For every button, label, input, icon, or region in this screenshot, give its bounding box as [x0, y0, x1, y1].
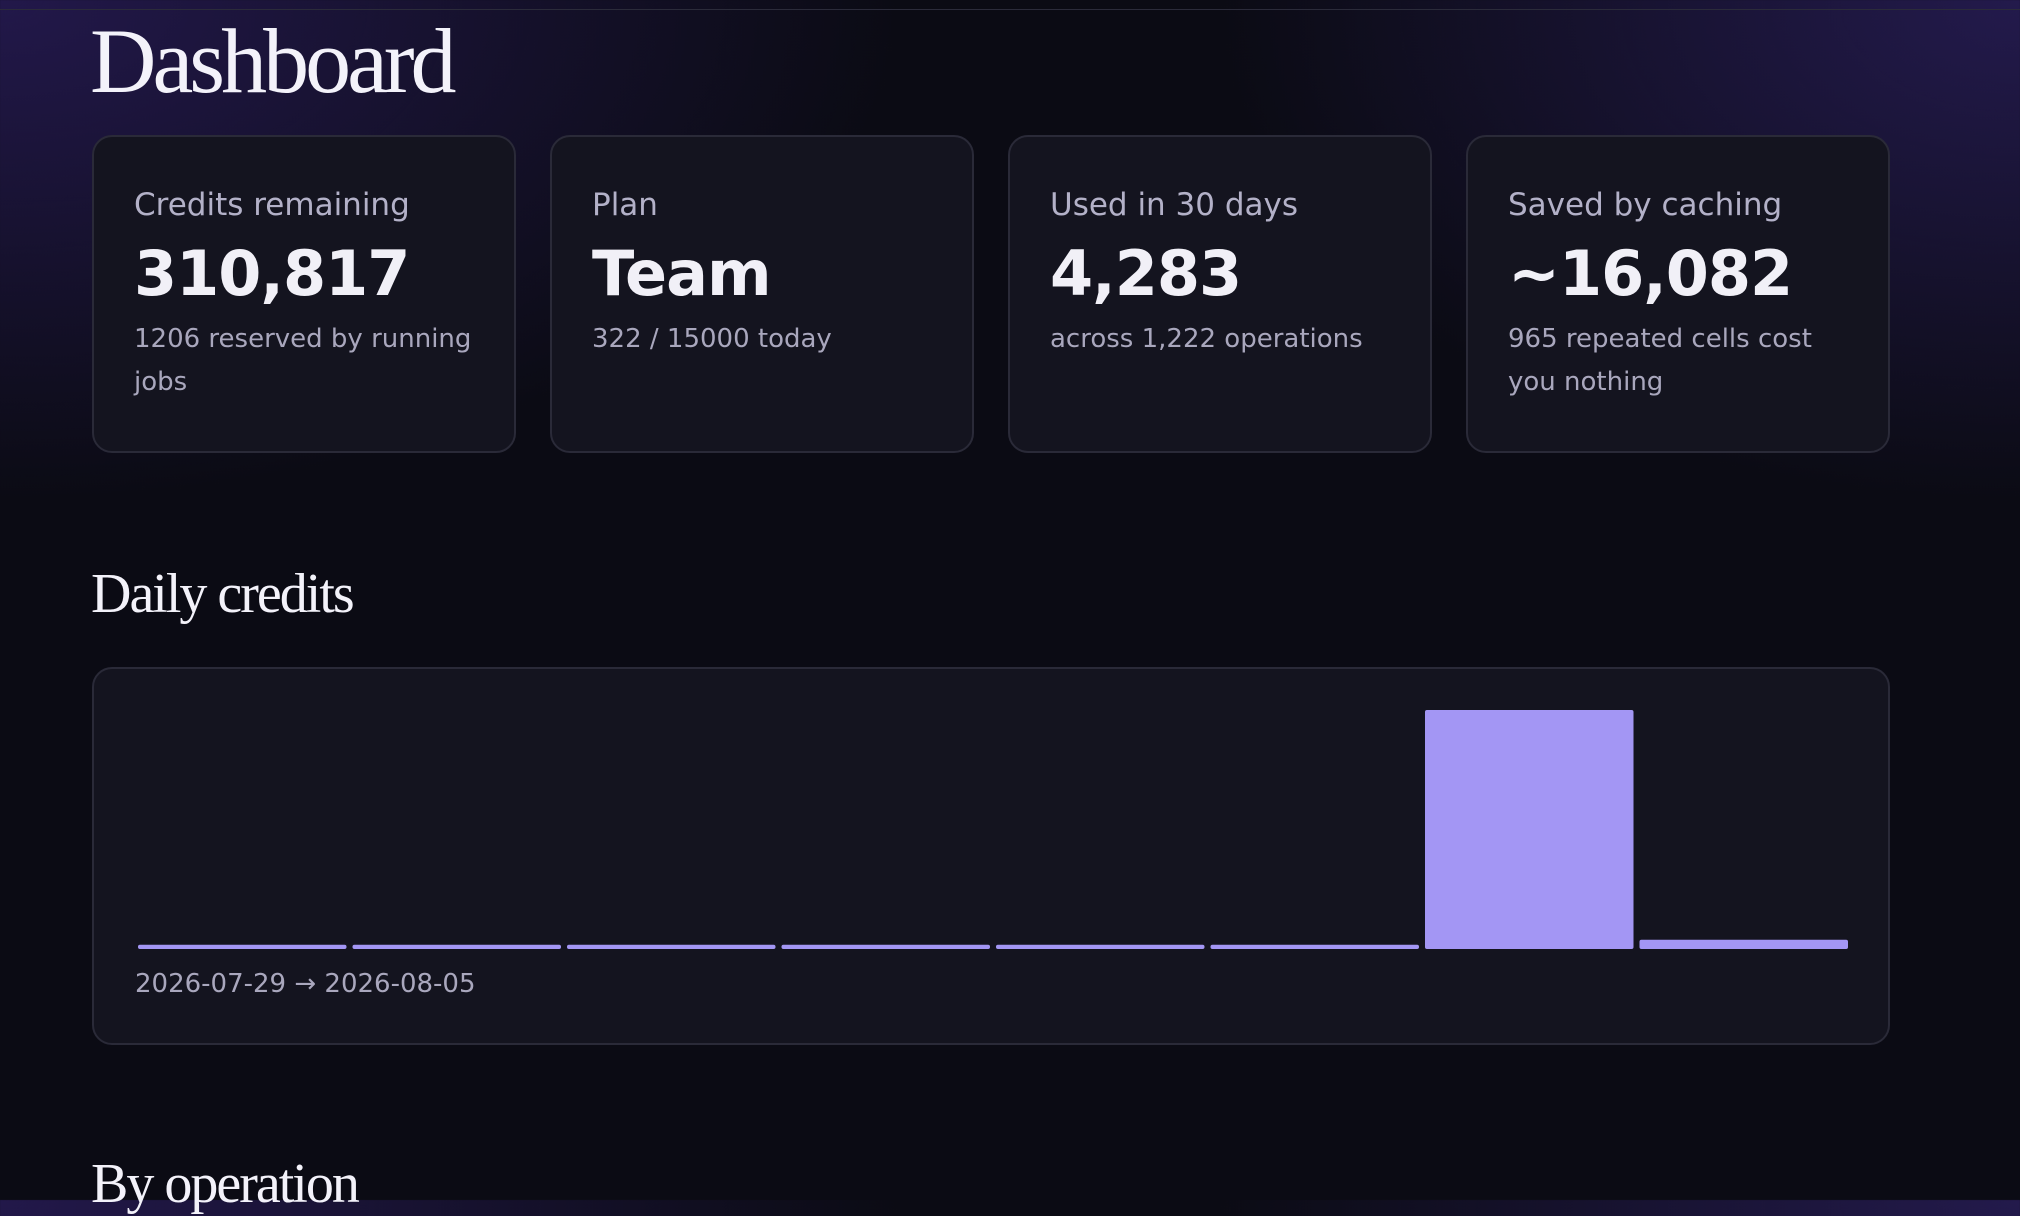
bar: [567, 944, 776, 949]
chart: [138, 710, 1848, 949]
card-note: 1206 reserved by running jobs: [134, 324, 472, 397]
bar: [1210, 944, 1419, 949]
card-label: Saved by caching: [1508, 187, 1783, 223]
card-label: Credits remaining: [134, 187, 410, 223]
bar: [352, 944, 561, 949]
card-value: 4,283: [1050, 237, 1242, 310]
card-note: across 1,222 operations: [1050, 324, 1363, 354]
stat-card: Saved by caching ~16,082 965 repeated cell…: [1466, 135, 1890, 453]
top-border: [0, 9, 2020, 10]
card-note: 322 / 15000 today: [592, 324, 832, 354]
bar: [996, 944, 1205, 949]
section-title: Daily credits: [91, 563, 355, 625]
stat-card: Credits remaining 310,817 1206 reserved by…: [92, 135, 516, 453]
stat-card: Used in 30 days 4,283 across 1,222 operati…: [1008, 135, 1432, 453]
card-label: Plan: [592, 187, 658, 223]
bar: [1639, 939, 1848, 949]
card-note: 965 repeated cells cost you nothing: [1508, 324, 1812, 397]
stat-card: Plan Team 322 / 15000 today: [550, 135, 974, 453]
bar: [781, 944, 990, 949]
card-value: ~16,082: [1508, 237, 1793, 310]
bar: [1425, 710, 1634, 949]
card-label: Used in 30 days: [1050, 187, 1299, 223]
card-value: 310,817: [134, 237, 410, 310]
section-title: By operation: [91, 1153, 360, 1215]
bar: [138, 944, 347, 949]
date-range: 2026-07-29 → 2026-08-05: [135, 969, 476, 999]
card-value: Team: [592, 237, 772, 310]
chart-card: 2026-07-29 → 2026-08-05: [92, 667, 1890, 1045]
page-title: Dashboard: [90, 10, 457, 112]
